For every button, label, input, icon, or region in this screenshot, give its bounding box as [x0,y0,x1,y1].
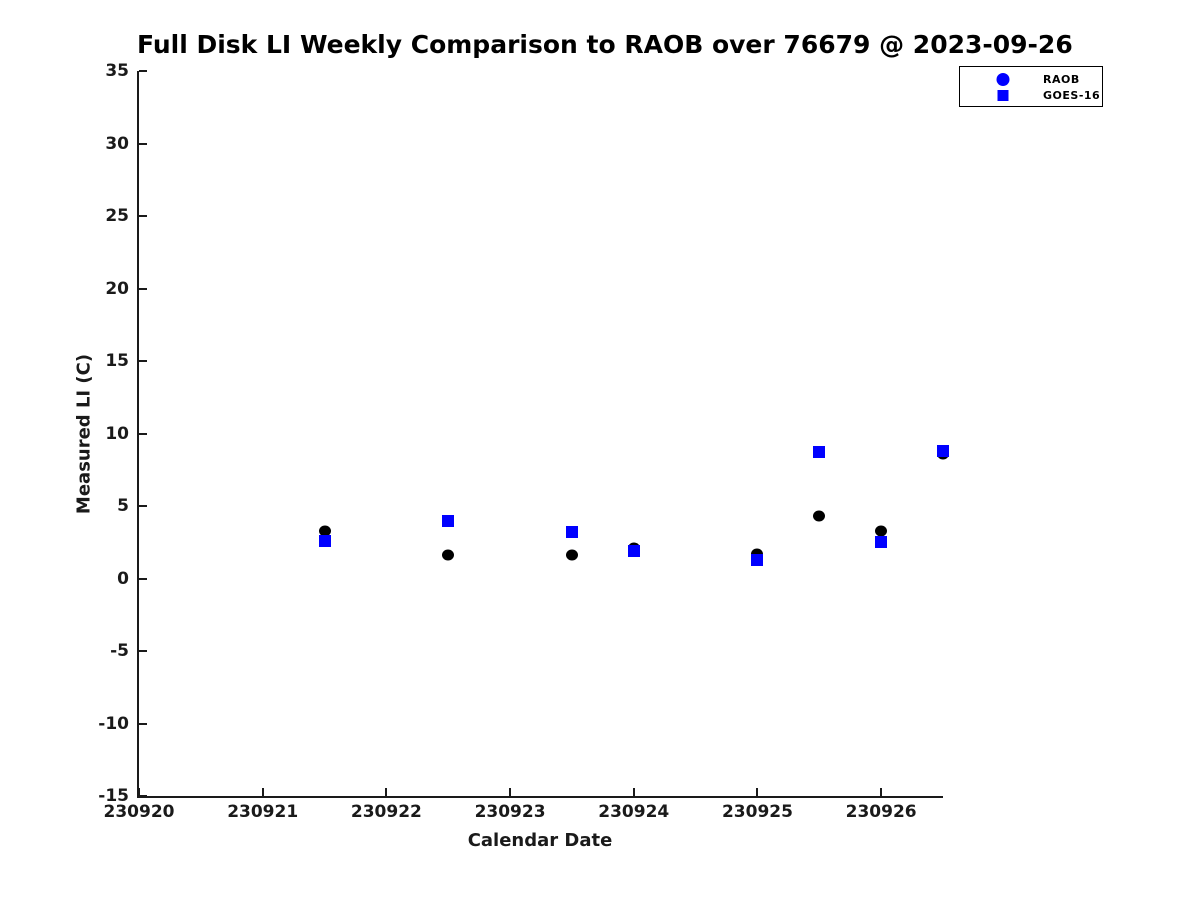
chart-title: Full Disk LI Weekly Comparison to RAOB o… [137,30,1073,59]
goes-16-marker [565,526,578,539]
x-tick [385,788,388,796]
raob-marker [565,549,578,561]
legend-box: RAOB GOES-16 [959,66,1103,107]
legend-item-raob: RAOB [960,71,1102,87]
x-tick-label: 230921 [227,802,299,822]
raob-marker [813,510,826,522]
y-tick [139,795,147,797]
y-tick [139,432,147,435]
legend-label-goes16: GOES-16 [1043,88,1101,102]
x-tick [632,788,635,796]
x-tick-label: 230920 [103,802,175,822]
x-tick [138,788,140,796]
y-tick-label: 5 [117,496,129,516]
raob-marker [442,549,455,561]
y-tick [139,650,147,652]
y-tick-label: 10 [105,423,129,444]
x-tick-label: 230923 [474,802,546,822]
y-tick-label: 25 [105,206,129,226]
y-tick-label: 30 [105,133,129,154]
plot-area: 230920 230921 230922 230923 230924 230925 2309… [98,61,949,822]
y-tick-label: -5 [110,641,129,661]
y-tick [139,287,147,290]
raob-marker [318,525,331,537]
x-tick-label: 230924 [598,802,670,822]
goes-16-marker [442,514,455,527]
y-tick-label: 20 [105,278,129,299]
x-tick-label: 230922 [350,802,422,822]
x-tick [756,788,759,796]
y-tick [139,70,147,72]
y-tick [139,505,147,507]
y-tick-label: 15 [105,351,129,371]
y-tick-label: 35 [105,61,129,81]
goes16-legend-square-icon [997,89,1009,101]
y-tick [139,577,147,580]
raob-marker [875,525,888,537]
legend-item-goes16: GOES-16 [960,87,1102,103]
goes-16-marker [875,536,888,549]
y-tick-label: -15 [98,786,129,806]
y-tick-label: -10 [98,713,129,734]
x-tick [509,788,512,796]
y-tick-label: 0 [117,568,129,589]
goes-16-marker [751,553,764,566]
raob-legend-circle-icon [996,72,1010,86]
goes-16-marker [318,534,331,547]
y-tick [139,722,147,725]
goes-16-marker [813,446,826,459]
legend-label-raob: RAOB [1043,72,1080,86]
goes-16-marker [627,544,640,557]
x-axis-label: Calendar Date [467,830,613,851]
x-tick-label: 230926 [845,802,917,822]
x-tick [261,788,264,796]
y-tick [139,215,147,217]
x-tick-label: 230925 [721,802,793,822]
y-axis-label: Measured LI (C) [73,353,95,515]
x-tick [880,788,883,796]
y-tick [139,360,147,362]
goes-16-marker [937,444,949,457]
y-tick [139,142,147,145]
